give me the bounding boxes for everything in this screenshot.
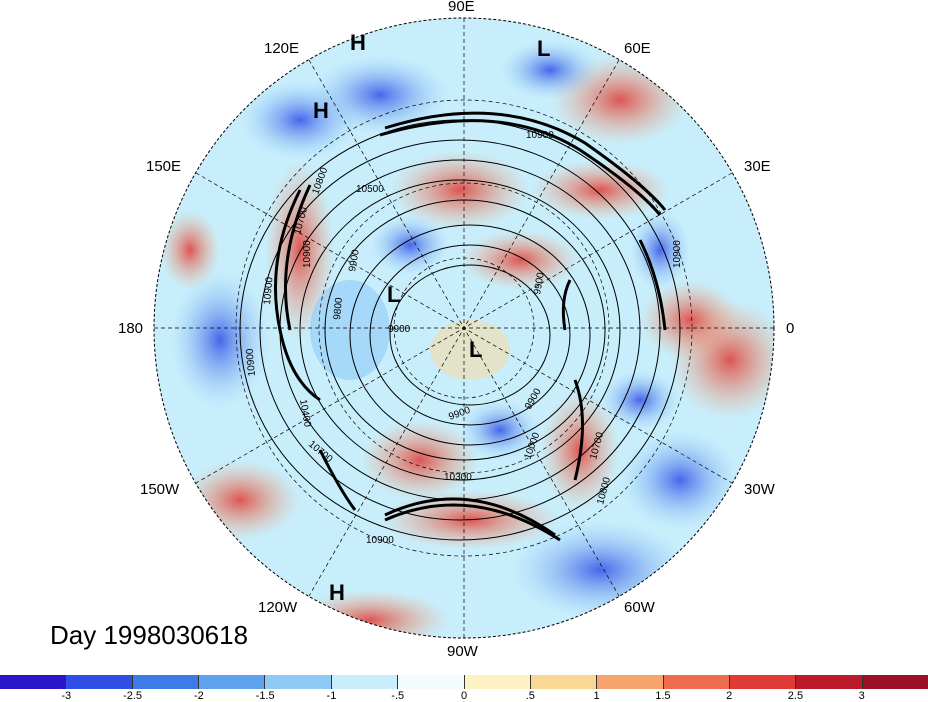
contour-label: 10300 <box>444 472 472 483</box>
colorbar-tick-label: 1 <box>593 690 600 702</box>
lon-label-150w: 150W <box>140 481 180 498</box>
colorbar-tick-label: 2 <box>726 690 733 702</box>
contour-label: 9900 <box>388 324 411 335</box>
jet-contours <box>274 111 667 542</box>
contour-label: 10900 <box>302 240 313 268</box>
contour-label: 10500 <box>356 184 384 195</box>
day-label: Day 1998030618 <box>50 620 249 650</box>
lon-label-60w: 60W <box>624 599 655 616</box>
high-pressure-marker: H <box>313 98 329 123</box>
colorbar-tick-label: -3 <box>61 690 72 702</box>
colorbar <box>0 675 928 689</box>
colorbar-segment <box>530 675 598 689</box>
graticule <box>154 18 774 638</box>
lon-label-120e: 120E <box>264 40 300 57</box>
colorbar-tick-label: 0 <box>460 690 468 702</box>
contour-label: 10900 <box>366 535 394 546</box>
colorbar-tick-label: 3 <box>858 690 865 702</box>
lon-label-180: 180 <box>118 320 144 337</box>
polar-map: 10900 10500 10800 10700 9900 9900 9800 1… <box>153 17 775 639</box>
low-pressure-marker: L <box>387 282 401 307</box>
colorbar-tick-label: -2.5 <box>123 690 143 702</box>
lon-label-0: 0 <box>786 320 795 337</box>
lon-label-150e: 150E <box>146 158 182 175</box>
contour-label: 10900 <box>526 130 554 141</box>
contour-label: 10900 <box>672 240 683 268</box>
colorbar-segment <box>729 675 797 689</box>
colorbar-tick-label: -2 <box>193 690 204 702</box>
colorbar-segment <box>0 675 67 689</box>
lon-label-120w: 120W <box>258 599 298 616</box>
anomaly-field <box>154 18 774 638</box>
colorbar-tick-label: .5 <box>525 690 535 702</box>
high-pressure-marker: H <box>350 30 366 55</box>
colorbar-segment <box>663 675 730 689</box>
lon-label-30w: 30W <box>744 481 775 498</box>
low-pressure-marker: L <box>537 36 551 61</box>
colorbar-segment <box>597 675 664 689</box>
colorbar-segment <box>132 675 200 689</box>
colorbar-segment <box>66 675 133 689</box>
colorbar-tick-label: 1.5 <box>655 690 671 702</box>
colorbar-segment <box>199 675 266 689</box>
contour-label: 10900 <box>262 276 275 305</box>
colorbar-tick-label: -1.5 <box>255 690 275 702</box>
contour-label: 9900 <box>532 271 547 295</box>
map-boundary <box>153 17 775 639</box>
lon-label-90w: 90W <box>447 643 478 660</box>
contour-label: 9900 <box>347 248 362 272</box>
contour-label: 10400 <box>297 399 313 429</box>
colorbar-tick-label: 2.5 <box>787 690 804 702</box>
colorbar-tick-label: -1 <box>326 690 337 702</box>
lon-label-90e: 90E <box>448 0 475 15</box>
high-pressure-marker: H <box>329 580 345 605</box>
colorbar-segment <box>331 675 399 689</box>
colorbar-segment <box>265 675 332 689</box>
colorbar-segment <box>398 675 465 689</box>
colorbar-segment <box>464 675 531 689</box>
colorbar-segment <box>862 675 928 689</box>
contour-label: 9800 <box>332 297 345 321</box>
contour-label: 10900 <box>245 348 258 377</box>
low-pressure-marker: L <box>469 337 483 362</box>
colorbar-segment <box>796 675 863 689</box>
lon-label-30e: 30E <box>744 158 771 175</box>
colorbar-tick-label: -.5 <box>391 690 405 702</box>
lon-label-60e: 60E <box>624 40 651 57</box>
